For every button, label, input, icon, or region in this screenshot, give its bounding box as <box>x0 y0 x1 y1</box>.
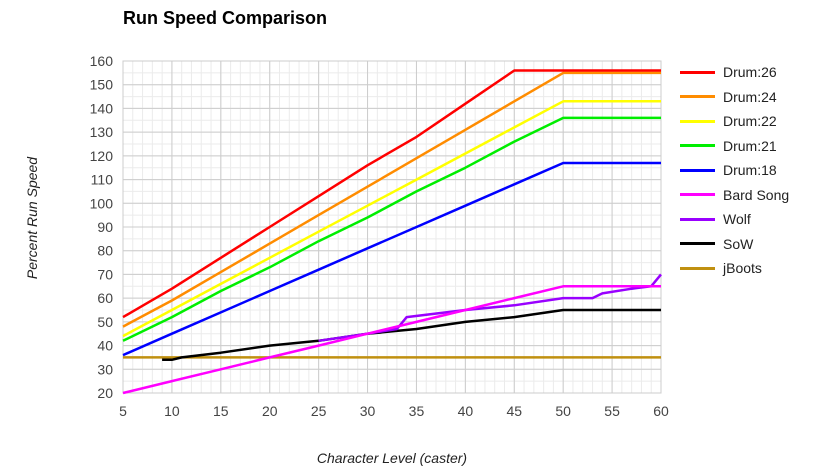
legend-label: Bard Song <box>723 186 790 203</box>
legend-label: Drum:21 <box>723 137 777 154</box>
y-tick-label: 70 <box>97 266 113 282</box>
series-line-drum-26 <box>122 69 661 319</box>
y-tick-label: 60 <box>97 290 113 306</box>
legend-item-wolf: Wolf <box>680 207 789 232</box>
x-tick-label: 60 <box>653 403 669 419</box>
legend-swatch <box>680 119 715 123</box>
legend-swatch <box>680 217 715 221</box>
legend-item-drum-21: Drum:21 <box>680 134 789 159</box>
legend-swatch <box>680 242 715 246</box>
legend-label: jBoots <box>723 260 762 277</box>
x-tick-label: 25 <box>311 403 327 419</box>
chart-title: Run Speed Comparison <box>123 8 328 28</box>
y-tick-label: 20 <box>97 385 113 401</box>
y-tick-label: 130 <box>90 124 114 140</box>
legend-label: Drum:26 <box>723 64 777 81</box>
legend-swatch <box>680 95 715 99</box>
y-tick-label: 140 <box>90 100 114 116</box>
y-tick-label: 40 <box>97 338 113 354</box>
x-tick-label: 45 <box>506 403 522 419</box>
y-tick-label: 150 <box>90 77 114 93</box>
series-line-drum-18 <box>122 161 661 357</box>
x-tick-label: 5 <box>119 403 127 419</box>
series-line-drum-24 <box>122 71 661 328</box>
legend-label: Wolf <box>723 211 751 228</box>
legend-item-sow: SoW <box>680 232 789 257</box>
x-tick-label: 30 <box>360 403 376 419</box>
series-line-bard-song <box>122 285 661 395</box>
legend-item-jboots: jBoots <box>680 256 789 281</box>
x-tick-label: 20 <box>262 403 278 419</box>
y-tick-label: 30 <box>97 361 113 377</box>
y-tick-label: 110 <box>91 172 114 188</box>
y-tick-label: 90 <box>97 219 113 235</box>
legend-swatch <box>680 70 715 74</box>
legend-label: SoW <box>723 235 754 252</box>
legend-item-drum-22: Drum:22 <box>680 109 789 134</box>
legend-item-drum-24: Drum:24 <box>680 85 789 110</box>
x-tick-label: 15 <box>213 403 229 419</box>
x-tick-label: 40 <box>458 403 474 419</box>
y-tick-label: 80 <box>97 243 113 259</box>
x-tick-label: 50 <box>555 403 571 419</box>
legend-swatch <box>680 168 715 172</box>
legend-item-drum-26: Drum:26 <box>680 60 789 85</box>
legend-label: Drum:22 <box>723 113 777 130</box>
series-line-drum-22 <box>122 100 661 338</box>
x-axis-label: Character Level (caster) <box>316 450 468 466</box>
x-tick-label: 55 <box>604 403 620 419</box>
y-tick-label: 120 <box>90 148 114 164</box>
legend-item-bard-song: Bard Song <box>680 183 789 208</box>
y-tick-label: 100 <box>90 195 114 211</box>
series-line-wolf <box>318 273 662 343</box>
y-tick-label: 160 <box>90 53 114 69</box>
legend-label: Drum:24 <box>723 88 777 105</box>
legend-swatch <box>680 266 715 270</box>
legend-item-drum-18: Drum:18 <box>680 158 789 183</box>
legend: Drum:26 Drum:24 Drum:22 Drum:21 Drum:18 Bard … <box>680 60 789 281</box>
legend-label: Drum:18 <box>723 162 777 179</box>
legend-swatch <box>680 193 715 197</box>
series-line-drum-21 <box>122 116 661 342</box>
y-tick-label: 50 <box>97 314 113 330</box>
x-tick-label: 10 <box>164 403 180 419</box>
legend-swatch <box>680 144 715 148</box>
x-tick-label: 35 <box>409 403 425 419</box>
